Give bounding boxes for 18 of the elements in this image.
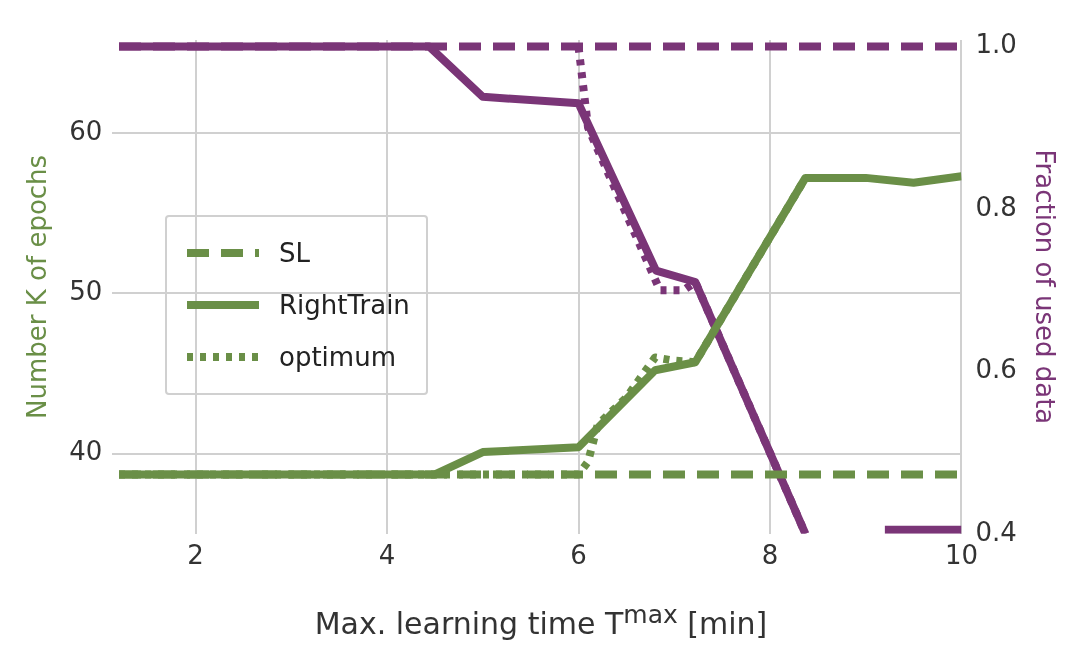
x-tick-label: 8: [761, 540, 779, 571]
y-tick-label: 60: [69, 115, 103, 146]
y2-tick-label: 0.6: [975, 354, 1017, 385]
legend-label: optimum: [279, 342, 396, 372]
x-axis-title: Max. learning time T$^{max}$ [min]: [313, 600, 769, 641]
y2-tick-label: 1.0: [975, 29, 1017, 60]
x-tick-label: 4: [378, 540, 396, 571]
y2-tick-label: 0.8: [975, 191, 1017, 222]
y2-tick-label: 0.4: [975, 516, 1017, 547]
y2-axis-title: Fraction of used data: [1029, 149, 1060, 425]
legend-label: RightTrain: [279, 290, 410, 320]
x-tick-label: 10: [944, 540, 978, 571]
y-tick-label: 40: [69, 436, 103, 467]
x-tick-label: 2: [187, 540, 204, 571]
x-tick-label: 6: [570, 540, 587, 571]
y-tick-label: 50: [69, 276, 103, 307]
y-axis-title: Number K of epochs: [22, 154, 53, 419]
legend-label: SL: [279, 238, 310, 268]
